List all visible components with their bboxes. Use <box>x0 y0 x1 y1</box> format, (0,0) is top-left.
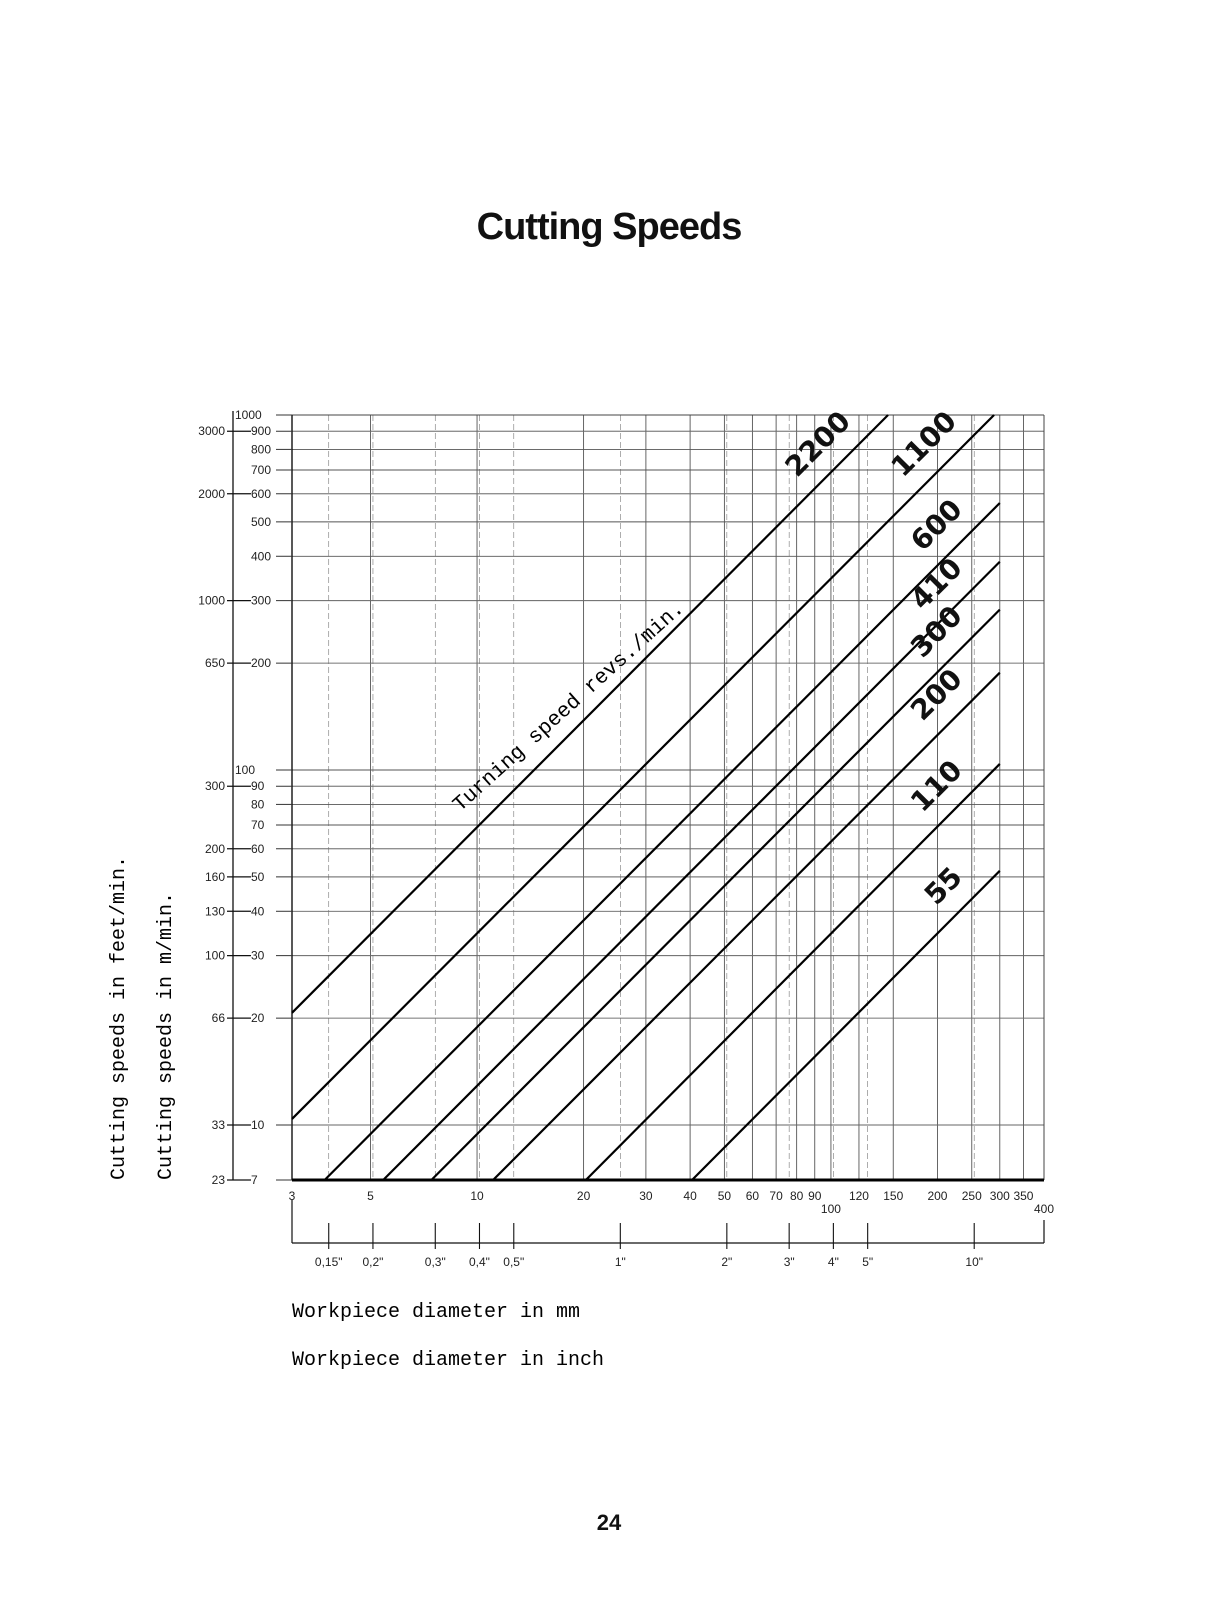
y-tick-label-metric: 100 <box>235 763 255 777</box>
turning-speed-annotation: Turning speed revs./min. <box>449 598 689 817</box>
y-tick-label-metric: 90 <box>251 779 265 793</box>
series-label-2200: 2200 <box>779 405 857 483</box>
chart-grid <box>291 414 1045 1181</box>
x-tick-label-inch: 0,15" <box>315 1255 343 1269</box>
series-line-2200 <box>291 414 889 1014</box>
series-line-110 <box>585 763 1001 1181</box>
y-tick-label-feet: 2000 <box>198 487 225 501</box>
series-label-410: 410 <box>904 551 969 616</box>
series-line-200 <box>492 671 1001 1181</box>
series-label-110: 110 <box>904 754 969 819</box>
page-number: 24 <box>596 1510 622 1535</box>
y-axis-label-feet: Cutting speeds in feet/min. <box>108 856 131 1180</box>
x-tick-label-mm: 40 <box>683 1189 697 1203</box>
x-tick-label-mm: 10 <box>470 1189 484 1203</box>
y-tick-label-metric: 300 <box>251 594 271 608</box>
x-axis-label-inch: Workpiece diameter in inch <box>292 1349 604 1372</box>
y-tick-label-metric: 600 <box>251 487 271 501</box>
x-tick-label-mm: 250 <box>962 1189 982 1203</box>
chart-axes: 1000900800700600500400300200100908070605… <box>198 408 1054 1269</box>
x-tick-label-inch: 4" <box>828 1255 839 1269</box>
y-tick-label-metric: 10 <box>251 1118 265 1132</box>
y-tick-label-feet: 33 <box>212 1118 226 1132</box>
y-tick-label-metric: 7 <box>251 1173 258 1187</box>
x-tick-label-mm: 60 <box>746 1189 760 1203</box>
x-tick-label-inch: 5" <box>862 1255 873 1269</box>
series-label-600: 600 <box>904 493 969 558</box>
y-tick-label-feet: 650 <box>205 656 225 670</box>
x-tick-label-mm: 90 <box>808 1189 822 1203</box>
y-tick-label-metric: 60 <box>251 842 265 856</box>
x-tick-label-inch: 0,2" <box>362 1255 383 1269</box>
x-tick-label-mm: 120 <box>849 1189 869 1203</box>
y-tick-label-feet: 3000 <box>198 424 225 438</box>
y-tick-label-feet: 23 <box>212 1173 226 1187</box>
y-tick-label-feet: 200 <box>205 842 225 856</box>
x-tick-label-mm: 350 <box>1013 1189 1033 1203</box>
x-tick-label-inch: 10" <box>965 1255 983 1269</box>
series-line-55 <box>691 870 1001 1181</box>
y-tick-label-metric: 30 <box>251 949 265 963</box>
x-tick-label-mm: 3 <box>289 1189 296 1203</box>
y-tick-label-feet: 66 <box>212 1011 226 1025</box>
series-line-300 <box>430 608 1001 1181</box>
chart-labels: Turning speed revs./min. Cutting speeds … <box>108 598 689 1372</box>
y-tick-label-metric: 80 <box>251 797 265 811</box>
y-tick-label-feet: 100 <box>205 949 225 963</box>
y-tick-label-feet: 130 <box>205 904 225 918</box>
x-tick-label-mm: 400 <box>1034 1202 1054 1216</box>
series-line-410 <box>382 560 1001 1181</box>
x-tick-label-mm: 300 <box>990 1189 1010 1203</box>
y-tick-label-feet: 1000 <box>198 594 225 608</box>
x-tick-label-inch: 0,4" <box>469 1255 490 1269</box>
x-axis-label-mm: Workpiece diameter in mm <box>292 1301 580 1324</box>
series-label-200: 200 <box>904 662 969 727</box>
y-tick-label-metric: 40 <box>251 904 265 918</box>
series-line-600 <box>323 502 1001 1181</box>
x-tick-label-inch: 1" <box>615 1255 626 1269</box>
x-tick-label-mm: 5 <box>367 1189 374 1203</box>
y-tick-label-metric: 400 <box>251 549 271 563</box>
page-title: Cutting Speeds <box>476 206 743 248</box>
x-tick-label-mm: 80 <box>790 1189 804 1203</box>
y-tick-label-metric: 200 <box>251 656 271 670</box>
x-tick-label-mm: 20 <box>577 1189 591 1203</box>
y-tick-label-metric: 50 <box>251 870 265 884</box>
x-tick-label-inch: 0,3" <box>425 1255 446 1269</box>
x-tick-label-mm: 50 <box>718 1189 732 1203</box>
x-tick-label-inch: 0,5" <box>503 1255 524 1269</box>
y-tick-label-feet: 300 <box>205 779 225 793</box>
x-tick-label-inch: 3" <box>784 1255 795 1269</box>
x-tick-label-inch: 2" <box>721 1255 732 1269</box>
y-tick-label-metric: 800 <box>251 442 271 456</box>
series-label-55: 55 <box>918 860 969 911</box>
x-tick-label-mm: 70 <box>769 1189 783 1203</box>
y-tick-label-metric: 70 <box>251 818 265 832</box>
y-tick-label-metric: 1000 <box>235 408 262 422</box>
x-tick-label-mm: 200 <box>927 1189 947 1203</box>
y-tick-label-feet: 160 <box>205 870 225 884</box>
series-line-1100 <box>291 414 995 1120</box>
y-tick-label-metric: 20 <box>251 1011 265 1025</box>
series-label-300: 300 <box>904 599 969 664</box>
y-tick-label-metric: 900 <box>251 424 271 438</box>
series-label-1100: 1100 <box>885 405 963 483</box>
y-tick-label-metric: 700 <box>251 463 271 477</box>
x-tick-label-mm: 150 <box>883 1189 903 1203</box>
x-tick-label-mm: 100 <box>821 1202 841 1216</box>
y-tick-label-metric: 500 <box>251 515 271 529</box>
x-tick-label-mm: 30 <box>639 1189 653 1203</box>
y-axis-label-metric: Cutting speeds in m/min. <box>155 892 178 1180</box>
